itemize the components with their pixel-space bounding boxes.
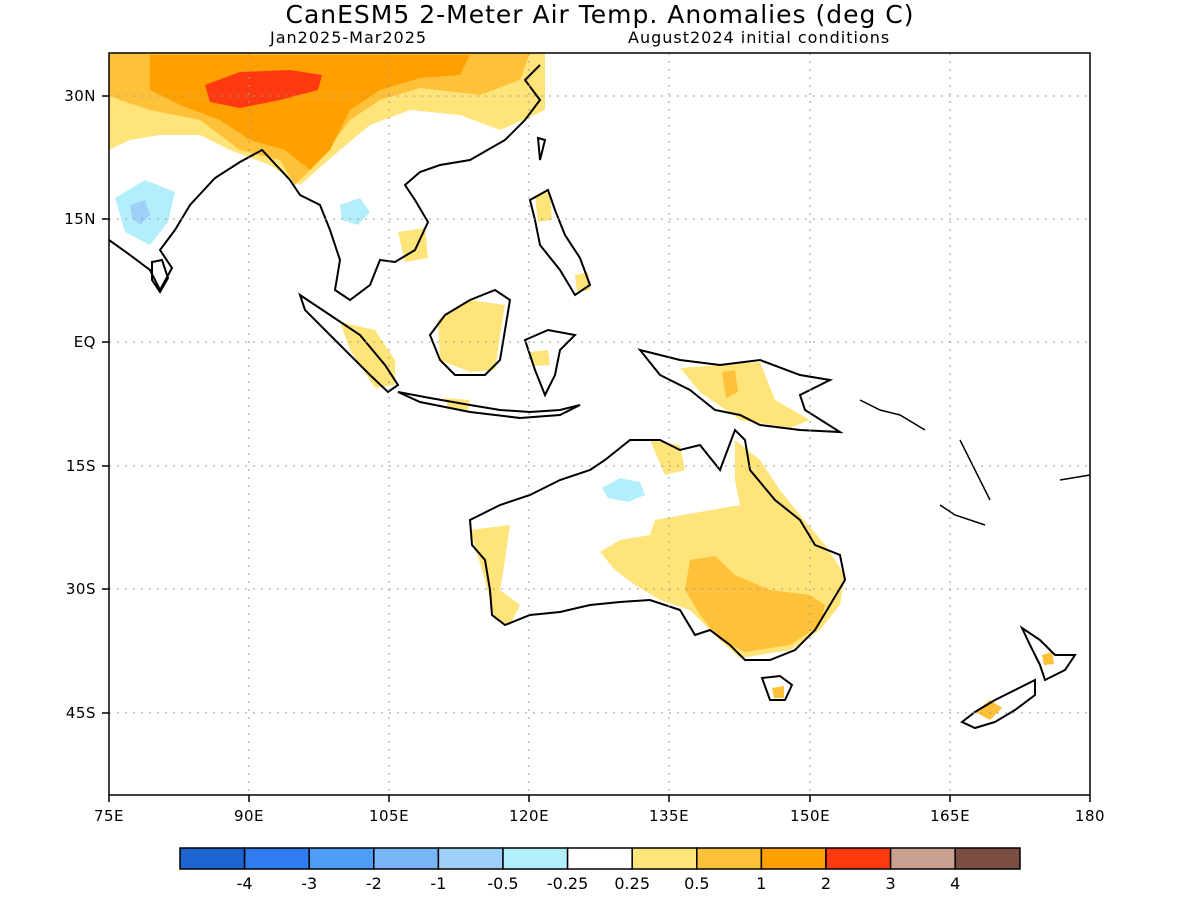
anomaly-fields	[109, 53, 1054, 720]
lat-label-45s: 45S	[66, 704, 96, 722]
colorbar-swatch	[631, 847, 698, 870]
new-zealand-north-coastline	[1019, 625, 1077, 682]
new-zealand-north-warm	[1042, 652, 1054, 665]
new-guinea-warm-core	[722, 370, 738, 398]
lon-label-120e: 120E	[509, 807, 549, 825]
colorbar-label: -0.25	[547, 874, 588, 893]
map-panel	[109, 53, 1090, 795]
new-guinea-warm	[680, 362, 810, 428]
colorbar-swatch	[760, 847, 827, 870]
tasmania-coastline	[760, 674, 794, 701]
colorbar-label: -4	[237, 874, 253, 893]
axis-ticks	[102, 95, 1091, 802]
colorbar-labels: -4 -3 -2 -1 -0.5 -0.25 0.25 0.5 1 2 3 4	[237, 874, 961, 893]
borneo-warm	[438, 300, 505, 372]
colorbar-swatch	[243, 847, 310, 870]
tibet-strong-warm	[205, 70, 322, 108]
colorbar-label: -2	[366, 874, 382, 893]
lat-label-15n: 15N	[64, 210, 96, 228]
gridlines	[109, 53, 1090, 795]
lon-label-180: 180	[1075, 807, 1105, 825]
australia-warm-core	[685, 556, 825, 652]
lat-label-15s: 15S	[66, 457, 96, 475]
colorbar-label: 0.5	[684, 874, 709, 893]
australia-cool-spot	[602, 478, 645, 502]
pacific-islands	[859, 399, 1090, 526]
sri-lanka-coastline	[151, 258, 170, 294]
colorbar-swatch	[437, 847, 504, 870]
colorbar-swatch	[566, 847, 633, 870]
map-title: CanESM5 2-Meter Air Temp. Anomalies (deg…	[285, 0, 915, 29]
colorbar-label: 4	[950, 874, 960, 893]
colorbar-swatch	[308, 847, 375, 870]
colorbar-swatch	[696, 847, 763, 870]
lon-label-75e: 75E	[94, 807, 124, 825]
colorbar: -4 -3 -2 -1 -0.5 -0.25 0.25 0.5 1 2 3 4	[179, 847, 1021, 893]
colorbar-swatches	[179, 847, 1021, 870]
colorbar-label: 1	[756, 874, 766, 893]
colorbar-label: -0.5	[487, 874, 518, 893]
lat-label-30n: 30N	[64, 87, 96, 105]
lon-label-135e: 135E	[649, 807, 689, 825]
lon-label-90e: 90E	[234, 807, 264, 825]
new-guinea-coastline	[637, 348, 844, 434]
java-coastline	[397, 391, 581, 420]
colorbar-label: 3	[886, 874, 896, 893]
lat-label-eq: EQ	[74, 333, 96, 351]
philippines-coastline	[528, 188, 592, 297]
colorbar-swatch	[502, 847, 569, 870]
lat-label-30s: 30S	[66, 580, 96, 598]
initial-conditions: August2024 initial conditions	[628, 28, 891, 47]
colorbar-label: -1	[430, 874, 446, 893]
colorbar-swatch	[889, 847, 956, 870]
forecast-period: Jan2025-Mar2025	[270, 28, 428, 47]
colorbar-swatch	[825, 847, 892, 870]
asia-coastline	[109, 64, 542, 302]
lon-label-105e: 105E	[369, 807, 409, 825]
sulawesi-warm	[530, 350, 550, 366]
new-zealand-warm	[975, 700, 1002, 720]
new-zealand-south-coastline	[960, 678, 1036, 730]
colorbar-swatch	[954, 847, 1021, 870]
coastlines	[109, 64, 1090, 730]
tasmania-warm	[772, 686, 784, 698]
colorbar-label: -3	[301, 874, 317, 893]
map-frame	[108, 52, 1091, 796]
colorbar-label: 0.25	[614, 874, 650, 893]
colorbar-swatch	[373, 847, 440, 870]
borneo-coastline	[428, 288, 512, 376]
philippines-warm	[535, 192, 552, 222]
sulawesi-coastline	[523, 328, 578, 398]
sumatra-coastline	[298, 292, 400, 394]
lon-label-150e: 150E	[790, 807, 830, 825]
australia-coastline	[468, 428, 847, 661]
sumatra-warm	[340, 322, 395, 388]
west-australia-warm	[470, 525, 520, 625]
lon-label-165e: 165E	[930, 807, 970, 825]
colorbar-swatch	[179, 847, 246, 870]
taiwan-coastline	[536, 136, 547, 161]
colorbar-label: 2	[821, 874, 831, 893]
indochina-cool-area	[340, 198, 370, 225]
